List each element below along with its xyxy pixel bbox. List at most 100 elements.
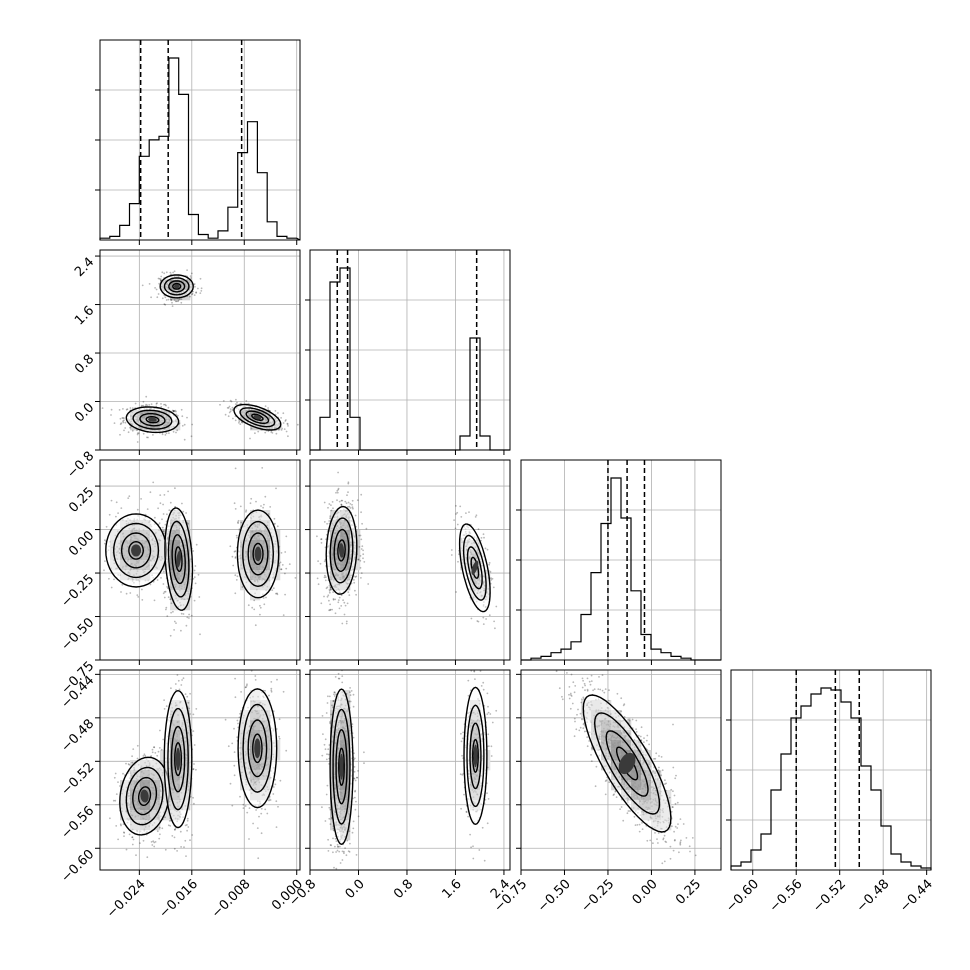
scatter-point: [277, 805, 279, 808]
contour-line: [242, 520, 275, 588]
scatter-point: [165, 432, 168, 435]
scatter-point: [455, 591, 457, 593]
scatter-point: [287, 435, 289, 438]
contour-line: [171, 534, 186, 585]
scatter-point: [158, 837, 161, 840]
scatter-point: [476, 620, 479, 622]
scatter-point: [361, 522, 363, 525]
scatter-point: [161, 433, 164, 436]
scatter-point: [239, 712, 241, 715]
scatter-point: [158, 277, 161, 280]
scatter-point: [465, 512, 467, 514]
scatter-point: [245, 510, 247, 513]
scatter-point: [329, 588, 332, 591]
scatter-point: [140, 498, 142, 500]
scatter-point: [347, 506, 349, 508]
scatter-point: [150, 755, 153, 757]
scatter-point: [191, 292, 194, 295]
scatter-point: [137, 596, 140, 598]
scatter-point: [234, 592, 237, 595]
scatter-point: [158, 282, 161, 285]
scatter-point: [172, 410, 175, 412]
scatter-point: [282, 690, 285, 693]
scatter-point: [153, 746, 156, 749]
scatter-point: [163, 699, 165, 701]
scatter-point: [173, 620, 176, 623]
scatter-point: [148, 283, 151, 285]
scatter-point: [337, 599, 340, 601]
scatter-point: [149, 583, 152, 586]
scatter-point: [136, 433, 139, 436]
scatter-point: [162, 570, 165, 573]
scatter-point: [236, 719, 239, 722]
scatter-point: [191, 834, 194, 836]
scatter-point: [147, 436, 149, 439]
scatter-point: [490, 579, 493, 581]
scatter-point: [128, 833, 131, 836]
scatter-point: [181, 415, 184, 418]
scatter-point: [136, 744, 139, 747]
scatter-point: [271, 432, 274, 434]
scatter-point: [173, 270, 176, 273]
scatter-point: [172, 610, 174, 613]
scatter-point: [186, 416, 188, 419]
scatter-point: [143, 753, 146, 756]
scatter-point: [351, 503, 353, 506]
scatter-point: [259, 613, 261, 616]
scatter-point: [161, 518, 163, 521]
scatter-point: [262, 506, 264, 509]
scatter-point: [495, 605, 498, 608]
scatter-point: [288, 563, 291, 565]
contour-line: [139, 412, 166, 427]
scatter-point: [271, 589, 274, 591]
scatter-point: [477, 528, 480, 531]
scatter-point: [151, 844, 154, 846]
contour-line: [112, 522, 160, 579]
contour-line: [174, 546, 183, 572]
scatter-point: [173, 410, 175, 412]
scatter-point: [168, 820, 171, 822]
scatter-point: [163, 596, 166, 599]
scatter-point: [331, 608, 333, 611]
scatter-point: [190, 614, 193, 617]
scatter-point: [164, 434, 167, 436]
scatter-point: [119, 433, 121, 436]
scatter-point: [360, 538, 363, 541]
scatter-point: [159, 278, 162, 280]
scatter-point: [454, 527, 457, 530]
contour-line: [251, 413, 264, 421]
scatter-point: [176, 850, 178, 852]
scatter-point: [485, 618, 487, 620]
scatter-point: [154, 287, 156, 289]
scatter-point: [337, 601, 340, 604]
scatter-point: [176, 429, 179, 432]
scatter-point: [192, 768, 195, 771]
scatter-point: [151, 751, 154, 754]
scatter-point: [177, 679, 180, 682]
scatter-point: [294, 577, 297, 579]
scatter-point: [123, 419, 125, 422]
scatter-point: [455, 505, 457, 507]
scatter-point: [166, 513, 168, 516]
scatter-point: [134, 402, 137, 405]
scatter-point: [236, 536, 239, 539]
scatter-point: [239, 423, 242, 425]
scatter-point: [235, 398, 237, 401]
scatter-point: [222, 400, 225, 402]
scatter-point: [493, 620, 495, 623]
scatter-point: [131, 429, 134, 432]
density-peak: [338, 543, 345, 558]
scatter-point: [482, 616, 485, 619]
scatter-point: [246, 683, 248, 686]
scatter-point: [172, 271, 174, 274]
scatter-panel-2-1: [305, 459, 511, 665]
scatter-point: [122, 408, 124, 410]
scatter-point: [460, 516, 463, 518]
scatter-point: [120, 507, 123, 509]
scatter-point: [234, 677, 237, 680]
scatter-point: [330, 504, 332, 506]
scatter-point: [348, 594, 351, 596]
scatter-point: [492, 586, 495, 589]
scatter-point: [128, 763, 131, 766]
contour-line: [128, 540, 145, 560]
